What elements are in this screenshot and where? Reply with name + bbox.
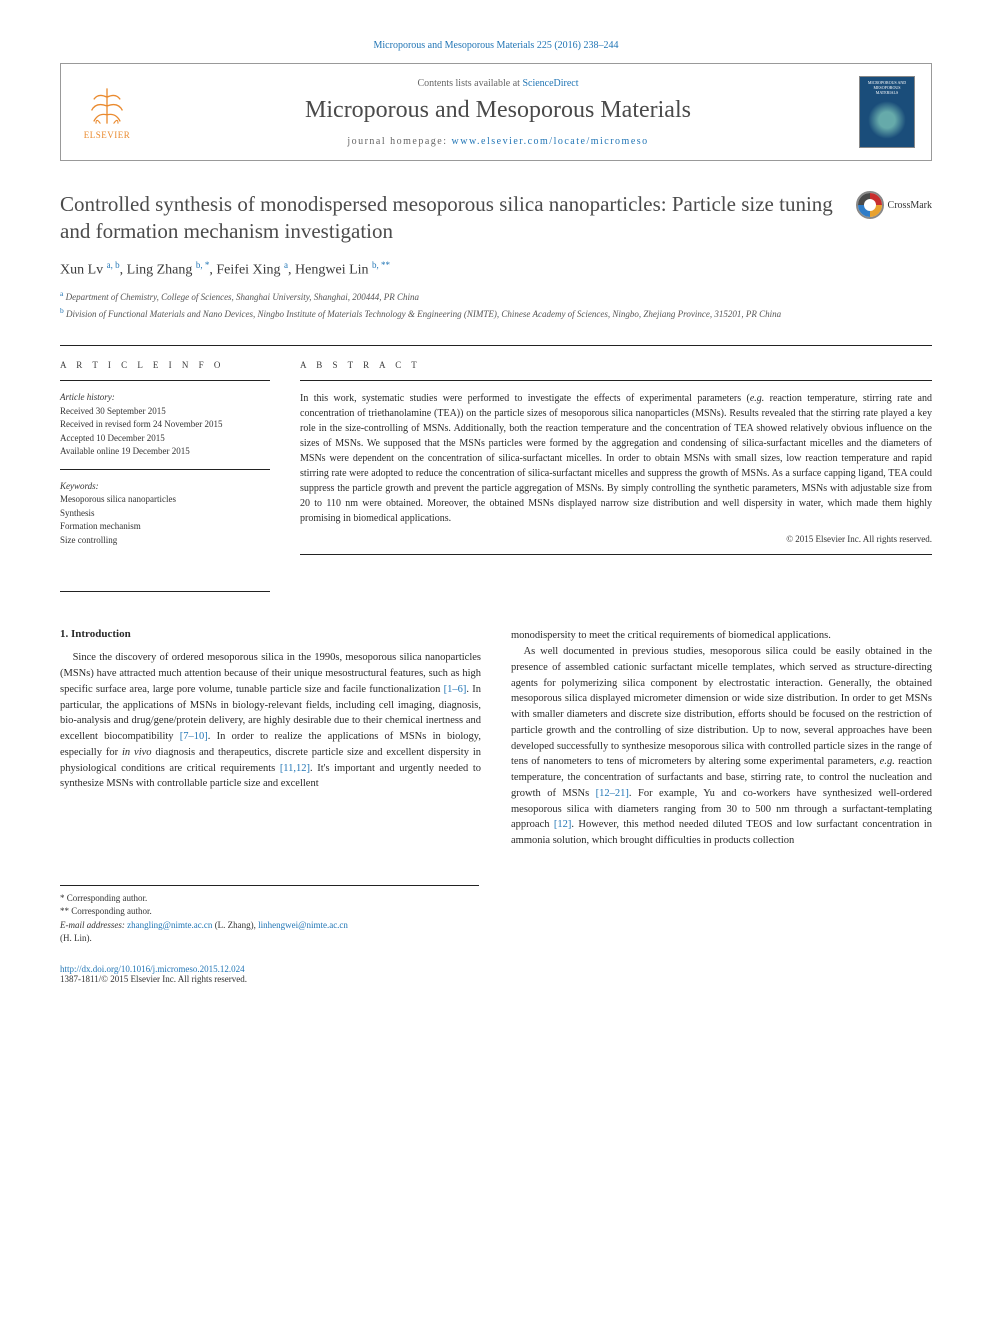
email-name-2: (H. Lin). <box>60 932 479 946</box>
affiliation-a: a Department of Chemistry, College of Sc… <box>60 288 932 305</box>
footer: http://dx.doi.org/10.1016/j.micromeso.20… <box>60 964 932 984</box>
keyword: Size controlling <box>60 534 270 548</box>
horizontal-rule <box>60 591 270 592</box>
keyword: Synthesis <box>60 507 270 521</box>
cover-title: MICROPOROUS AND MESOPOROUS MATERIALS <box>864 81 910 95</box>
keywords-label: Keywords: <box>60 480 270 494</box>
journal-name: Microporous and Mesoporous Materials <box>153 97 843 124</box>
email-link-1[interactable]: zhangling@nimte.ac.cn <box>127 920 212 930</box>
elsevier-label: ELSEVIER <box>84 130 131 140</box>
affiliation-b: b Division of Functional Materials and N… <box>60 305 932 322</box>
email-label: E-mail addresses: <box>60 920 125 930</box>
article-title: Controlled synthesis of monodispersed me… <box>60 191 836 246</box>
body-two-column: 1. Introduction Since the discovery of o… <box>60 628 932 849</box>
article-info-column: A R T I C L E I N F O Article history: R… <box>60 360 270 567</box>
horizontal-rule <box>300 380 932 381</box>
elsevier-tree-icon <box>85 84 129 128</box>
homepage-prefix: journal homepage: <box>347 136 451 147</box>
horizontal-rule <box>60 380 270 381</box>
email-name-1: (L. Zhang), <box>215 920 256 930</box>
keyword: Mesoporous silica nanoparticles <box>60 493 270 507</box>
keywords-block: Keywords: Mesoporous silica nanoparticle… <box>60 480 270 558</box>
homepage-link[interactable]: www.elsevier.com/locate/micromeso <box>452 136 649 147</box>
section-heading-intro: 1. Introduction <box>60 628 481 640</box>
history-accepted: Accepted 10 December 2015 <box>60 432 270 446</box>
history-received: Received 30 September 2015 <box>60 405 270 419</box>
abstract-column: A B S T R A C T In this work, systematic… <box>300 360 932 567</box>
history-online: Available online 19 December 2015 <box>60 445 270 459</box>
body-text-left: Since the discovery of ordered mesoporou… <box>60 650 481 792</box>
elsevier-logo: ELSEVIER <box>77 77 137 147</box>
contents-prefix: Contents lists available at <box>417 78 522 89</box>
horizontal-rule <box>300 554 932 555</box>
info-abstract-row: A R T I C L E I N F O Article history: R… <box>60 360 932 567</box>
title-row: Controlled synthesis of monodispersed me… <box>60 191 932 246</box>
doi-link[interactable]: http://dx.doi.org/10.1016/j.micromeso.20… <box>60 964 932 974</box>
crossmark-label: CrossMark <box>888 200 932 211</box>
masthead-center: Contents lists available at ScienceDirec… <box>153 78 843 147</box>
header-citation: Microporous and Mesoporous Materials 225… <box>60 40 932 51</box>
crossmark-icon <box>856 191 884 219</box>
sciencedirect-link[interactable]: ScienceDirect <box>522 78 578 89</box>
abstract-copyright: © 2015 Elsevier Inc. All rights reserved… <box>300 534 932 544</box>
article-history-block: Article history: Received 30 September 2… <box>60 391 270 470</box>
history-label: Article history: <box>60 391 270 405</box>
history-revised: Received in revised form 24 November 201… <box>60 418 270 432</box>
corresponding-author-2: ** Corresponding author. <box>60 905 479 919</box>
body-text-right: monodispersity to meet the critical requ… <box>511 628 932 849</box>
horizontal-rule <box>60 345 932 346</box>
body-column-left: 1. Introduction Since the discovery of o… <box>60 628 481 849</box>
article-info-heading: A R T I C L E I N F O <box>60 360 270 370</box>
affiliations: a Department of Chemistry, College of Sc… <box>60 288 932 321</box>
email-line: E-mail addresses: zhangling@nimte.ac.cn … <box>60 919 479 933</box>
body-column-right: monodispersity to meet the critical requ… <box>511 628 932 849</box>
abstract-heading: A B S T R A C T <box>300 360 932 370</box>
cover-image-icon <box>868 101 906 139</box>
masthead: ELSEVIER Contents lists available at Sci… <box>60 63 932 161</box>
abstract-text: In this work, systematic studies were pe… <box>300 391 932 526</box>
issn-copyright: 1387-1811/© 2015 Elsevier Inc. All right… <box>60 974 932 984</box>
journal-homepage-line: journal homepage: www.elsevier.com/locat… <box>153 136 843 147</box>
footnotes: * Corresponding author. ** Corresponding… <box>60 885 479 946</box>
journal-cover-thumbnail: MICROPOROUS AND MESOPOROUS MATERIALS <box>859 76 915 148</box>
crossmark-badge[interactable]: CrossMark <box>856 191 932 219</box>
keyword: Formation mechanism <box>60 520 270 534</box>
authors-line: Xun Lv a, b, Ling Zhang b, *, Feifei Xin… <box>60 260 932 279</box>
contents-list-line: Contents lists available at ScienceDirec… <box>153 78 843 89</box>
email-link-2[interactable]: linhengwei@nimte.ac.cn <box>258 920 348 930</box>
corresponding-author-1: * Corresponding author. <box>60 892 479 906</box>
